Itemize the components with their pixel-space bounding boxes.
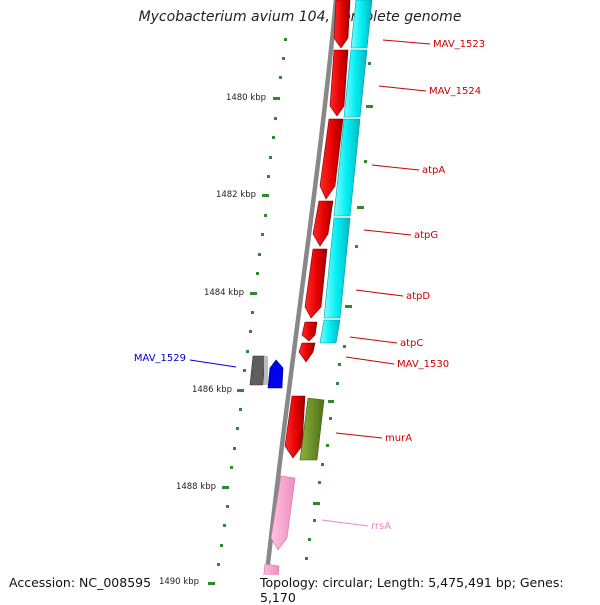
gene-arrow-mav1524 xyxy=(329,49,349,117)
gene-label-mav1524: MAV_1524 xyxy=(429,86,481,97)
gene-gray-cap xyxy=(264,356,268,385)
tick-label-1488: 1488 kbp xyxy=(176,482,216,492)
gene-label-mav1523: MAV_1523 xyxy=(433,39,485,50)
genome-title: Mycobacterium avium 104, complete genome xyxy=(138,9,462,25)
gene-arrow-atpc xyxy=(301,321,318,342)
gene-arrow-mura xyxy=(284,395,306,459)
genome-summary-text: Topology: circular; Length: 5,475,491 bp… xyxy=(258,575,600,605)
genome-backbone xyxy=(261,0,339,600)
gene-label-atpa: atpA xyxy=(422,165,445,176)
gene-arrow-mav1529 xyxy=(267,359,284,389)
tick-label-1480: 1480 kbp xyxy=(226,93,266,103)
leader-lines xyxy=(189,39,431,527)
tick-label-1482: 1482 kbp xyxy=(216,190,256,200)
gene-arrow-gray xyxy=(249,355,266,386)
gene-arrow-mav1530 xyxy=(298,342,316,363)
accession-text: Accession: NC_008595 xyxy=(7,575,154,590)
tick-label-1490: 1490 kbp xyxy=(159,577,199,587)
gene-arrow-olive xyxy=(299,397,325,461)
cyan-gene-band xyxy=(319,0,373,344)
gene-arrow-atpg xyxy=(312,200,334,247)
red-gene-band xyxy=(284,0,351,459)
gene-label-atpd: atpD xyxy=(406,291,430,302)
outer-tick-ring xyxy=(208,38,287,585)
gene-arrow-atpa xyxy=(319,118,344,200)
tick-label-1486: 1486 kbp xyxy=(192,385,232,395)
gene-arrow-mav1523 xyxy=(333,0,351,49)
gene-label-atpg: atpG xyxy=(414,230,438,241)
gene-label-mav1530: MAV_1530 xyxy=(397,359,449,370)
gene-label-mav1529: MAV_1529 xyxy=(134,353,186,364)
tick-label-1484: 1484 kbp xyxy=(204,288,244,298)
gene-arrow-rrsa xyxy=(270,475,296,551)
gene-label-atpc: atpC xyxy=(400,338,423,349)
gene-arrow-atpd xyxy=(304,248,328,319)
gene-label-rrsa: rrsA xyxy=(371,521,391,532)
gene-label-mura: murA xyxy=(385,433,412,444)
